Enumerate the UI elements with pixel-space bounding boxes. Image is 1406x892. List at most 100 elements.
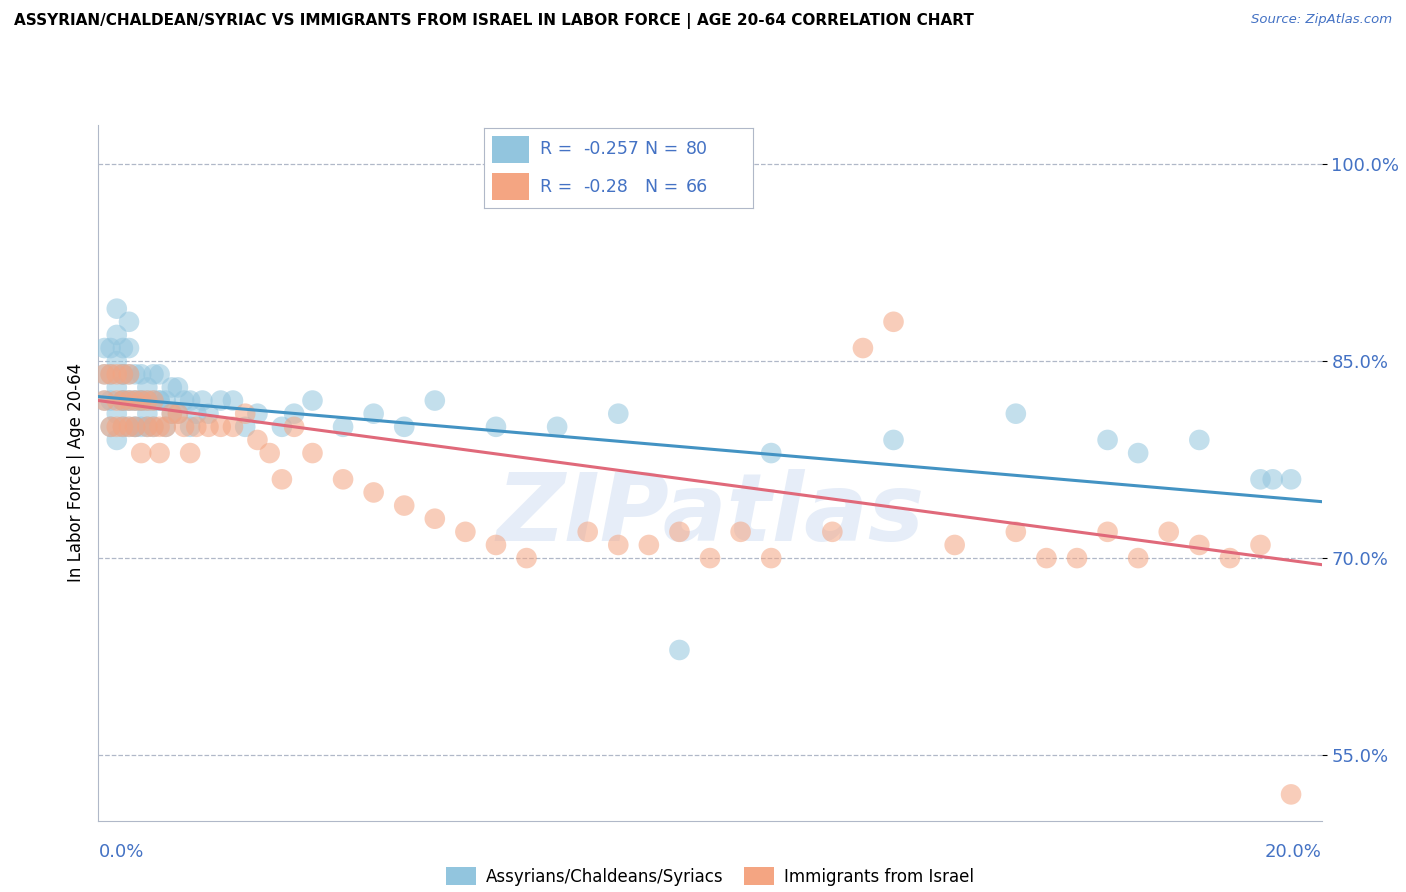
Point — [301, 446, 323, 460]
Point — [142, 419, 165, 434]
Point — [209, 419, 232, 434]
Point — [576, 524, 599, 539]
Point — [105, 327, 128, 342]
Point — [124, 368, 146, 382]
Point — [118, 393, 141, 408]
Point — [149, 393, 172, 408]
Point — [222, 393, 245, 408]
Point — [118, 368, 141, 382]
Point — [730, 524, 752, 539]
Point — [852, 341, 875, 355]
Point — [111, 368, 134, 382]
Point — [100, 419, 122, 434]
Point — [129, 393, 152, 408]
Point — [668, 524, 690, 539]
Point — [516, 551, 538, 566]
Point — [105, 301, 128, 316]
Point — [1279, 788, 1302, 802]
Point — [332, 472, 354, 486]
Point — [93, 393, 115, 408]
Point — [222, 419, 245, 434]
Point — [105, 407, 128, 421]
Point — [699, 551, 721, 566]
Point — [197, 407, 219, 421]
Point — [118, 315, 141, 329]
Point — [392, 499, 416, 513]
Point — [136, 393, 159, 408]
Point — [105, 368, 128, 382]
Point — [118, 419, 141, 434]
Point — [124, 419, 146, 434]
Point — [136, 407, 159, 421]
Point — [160, 407, 183, 421]
Point — [283, 407, 305, 421]
Point — [259, 446, 281, 460]
Point — [392, 419, 416, 434]
Point — [186, 407, 208, 421]
Text: ASSYRIAN/CHALDEAN/SYRIAC VS IMMIGRANTS FROM ISRAEL IN LABOR FORCE | AGE 20-64 CO: ASSYRIAN/CHALDEAN/SYRIAC VS IMMIGRANTS F… — [14, 13, 974, 29]
Point — [100, 368, 122, 382]
Point — [1261, 472, 1284, 486]
Point — [363, 485, 385, 500]
Point — [149, 419, 172, 434]
Point — [423, 393, 446, 408]
Point — [1066, 551, 1088, 566]
Point — [93, 368, 115, 382]
Point — [332, 419, 354, 434]
Point — [93, 368, 115, 382]
Point — [485, 419, 508, 434]
Point — [136, 393, 159, 408]
Point — [129, 393, 152, 408]
Point — [191, 393, 214, 408]
Point — [111, 419, 134, 434]
Point — [100, 368, 122, 382]
Text: Source: ZipAtlas.com: Source: ZipAtlas.com — [1251, 13, 1392, 27]
Point — [179, 393, 201, 408]
Point — [1219, 551, 1241, 566]
Point — [1004, 524, 1026, 539]
Text: ZIPatlas: ZIPatlas — [496, 468, 924, 560]
Point — [124, 393, 146, 408]
Point — [233, 419, 256, 434]
Text: 20.0%: 20.0% — [1265, 843, 1322, 861]
Point — [1097, 524, 1119, 539]
Legend: Assyrians/Chaldeans/Syriacs, Immigrants from Israel: Assyrians/Chaldeans/Syriacs, Immigrants … — [440, 861, 980, 892]
Point — [129, 393, 152, 408]
Point — [142, 419, 165, 434]
Point — [118, 341, 141, 355]
Point — [607, 538, 630, 552]
Point — [111, 393, 134, 408]
Point — [233, 407, 256, 421]
Point — [246, 433, 269, 447]
Point — [179, 446, 201, 460]
Point — [943, 538, 966, 552]
Point — [883, 315, 905, 329]
Point — [129, 446, 152, 460]
Point — [209, 393, 232, 408]
Point — [111, 393, 134, 408]
Point — [160, 407, 183, 421]
Point — [136, 380, 159, 394]
Point — [283, 419, 305, 434]
Point — [173, 393, 195, 408]
Point — [160, 380, 183, 394]
Point — [1097, 433, 1119, 447]
Point — [149, 368, 172, 382]
Point — [1035, 551, 1057, 566]
Point — [1128, 551, 1150, 566]
Point — [118, 419, 141, 434]
Point — [301, 393, 323, 408]
Point — [142, 393, 165, 408]
Point — [149, 393, 172, 408]
Point — [1249, 538, 1271, 552]
Point — [118, 368, 141, 382]
Point — [155, 393, 177, 408]
Text: 0.0%: 0.0% — [98, 843, 143, 861]
Point — [1128, 446, 1150, 460]
Point — [105, 380, 128, 394]
Point — [759, 551, 782, 566]
Point — [1279, 472, 1302, 486]
Point — [883, 433, 905, 447]
Point — [124, 393, 146, 408]
Point — [668, 643, 690, 657]
